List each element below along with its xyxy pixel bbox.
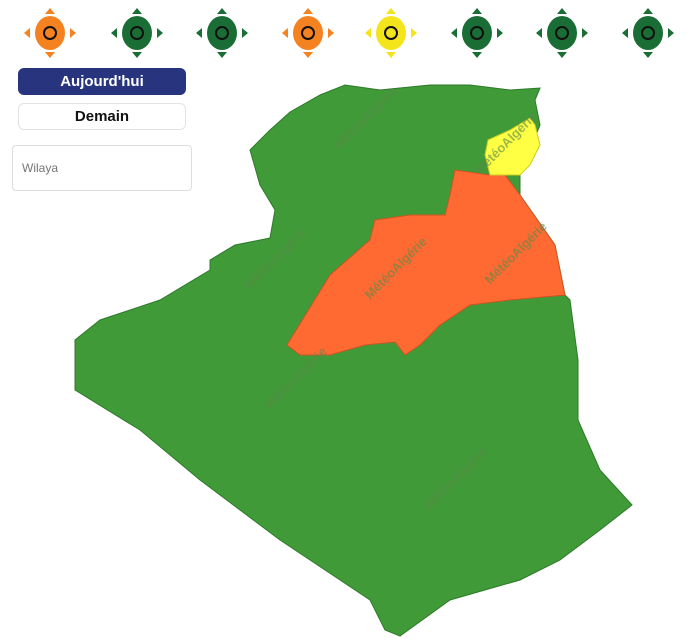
region-orange[interactable] [286,169,566,356]
rain-icon[interactable] [282,8,334,58]
wilaya-select[interactable] [12,145,192,191]
thunderstorm-icon[interactable] [365,8,417,58]
all-alerts-icon[interactable] [24,8,76,58]
snow-icon[interactable] [451,8,503,58]
sandstorm-icon[interactable] [536,8,588,58]
region-yellow[interactable] [484,117,541,176]
tomorrow-button[interactable]: Demain [18,103,186,130]
wind-icon[interactable] [196,8,248,58]
heat-wave-icon[interactable] [111,8,163,58]
today-button[interactable]: Aujourd'hui [18,68,186,95]
cold-wave-icon[interactable] [622,8,674,58]
region-green[interactable] [74,84,633,637]
